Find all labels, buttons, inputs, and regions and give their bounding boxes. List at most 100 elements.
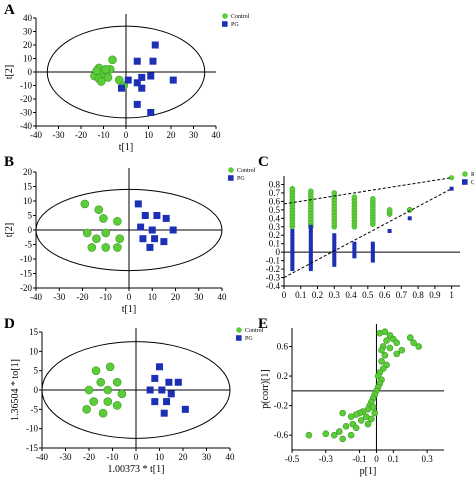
control-point: [99, 214, 108, 223]
q2-point: [290, 237, 295, 242]
pg-point: [147, 109, 155, 116]
q2-point: [290, 261, 295, 266]
y-tick-label: 10: [23, 54, 33, 64]
q2-point: [290, 267, 295, 272]
legend-label: Q2: [471, 180, 474, 186]
control-point: [347, 431, 355, 439]
control-point: [89, 397, 98, 406]
panel-e: E -0.5 -0.3 -0.1 0 0.1 0.3 -0.6 -0.2 0.2 0.6 p[1] p(…: [258, 316, 444, 477]
q2-point: [290, 234, 295, 239]
pg-point: [163, 398, 171, 406]
x-axis-label: 1.00373 * t[1]: [108, 464, 165, 475]
y-tick-label: 0: [28, 67, 33, 77]
legend-marker-control: [462, 171, 468, 177]
y-axis-label: 1.36504 * to[1]: [10, 359, 21, 421]
control-point: [352, 424, 360, 432]
q2-point: [370, 252, 375, 257]
control-point: [305, 431, 313, 439]
pg-point: [151, 235, 159, 243]
x-tick-label: 0: [124, 130, 129, 140]
control-point: [82, 405, 91, 414]
x-tick-label: 0.8: [412, 290, 424, 300]
x-tick-label: 0.5: [362, 290, 374, 300]
x-tick-label: 0.7: [396, 290, 408, 300]
control-point: [339, 435, 346, 443]
control-point: [87, 243, 97, 252]
q2-original-point: [449, 186, 454, 191]
x-tick-label: 30: [189, 130, 199, 140]
q2-point: [407, 216, 412, 221]
control-point: [101, 65, 111, 74]
control-point: [103, 385, 113, 395]
q2-point: [352, 244, 357, 249]
pg-point: [118, 84, 125, 92]
y-tick-label: -0.2: [274, 401, 288, 411]
r2-point: [331, 190, 338, 196]
x-tick-label: -0.3: [319, 454, 334, 464]
y-axis-label: p(corr)[1]: [260, 369, 271, 408]
y-tick-label: 20: [23, 167, 33, 177]
x-tick-label: 0.1: [295, 290, 306, 300]
pg-point: [139, 235, 147, 243]
control-point: [103, 397, 113, 406]
q2-point: [370, 255, 375, 260]
control-point: [406, 334, 414, 341]
pg-point: [146, 243, 154, 251]
pg-point: [138, 84, 146, 92]
control-point: [393, 339, 401, 347]
y-tick-label: 0.1: [269, 239, 280, 249]
pg-point: [167, 390, 175, 398]
r2-point: [370, 196, 376, 202]
y-tick-label: 0.6: [277, 341, 289, 351]
q2-point: [308, 258, 313, 263]
q2-point: [308, 236, 313, 241]
panel-c: C0 0.1 0.2 0.3 0.4 0.5 0.6 0.7 0.8 0.9 1-0.4-0.3-0…: [258, 154, 474, 300]
pg-point: [169, 76, 177, 84]
regression-line: [283, 188, 452, 278]
pg-point: [148, 226, 156, 234]
y-tick-label: -0.1: [266, 256, 280, 266]
q2-point: [332, 239, 337, 244]
x-tick-label: 0.3: [329, 290, 341, 300]
y-tick-label: -40: [20, 121, 32, 131]
x-tick-label: -30: [60, 452, 72, 462]
y-tick-label: -15: [26, 443, 38, 453]
control-point: [98, 408, 108, 418]
x-tick-label: 30: [202, 452, 212, 462]
control-point: [101, 243, 111, 252]
control-point: [378, 357, 385, 365]
pg-point: [158, 386, 166, 394]
legend-marker-pg: [228, 175, 234, 181]
y-tick-label: 5: [28, 211, 33, 221]
q2-point: [290, 229, 295, 233]
x-tick-label: 0.4: [345, 290, 357, 300]
q2-point: [332, 233, 337, 238]
x-tick-label: 0.6: [379, 290, 391, 300]
y-tick-label: 0.8: [269, 179, 281, 189]
y-tick-label: 0.3: [269, 222, 281, 232]
y-tick-label: 0.6: [269, 196, 281, 206]
q2-point: [352, 241, 357, 246]
control-point: [368, 415, 375, 423]
x-tick-label: 40: [218, 292, 228, 302]
q2-point: [308, 245, 313, 250]
control-point: [96, 377, 106, 387]
legend-marker-pg: [462, 179, 468, 185]
control-point: [96, 77, 106, 86]
q2-point: [332, 242, 337, 247]
x-tick-label: 0.1: [388, 454, 399, 464]
y-axis-label: t[2]: [4, 223, 15, 237]
control-point: [92, 66, 102, 75]
y-tick-label: -10: [26, 424, 38, 434]
control-point: [108, 55, 117, 65]
q2-point: [332, 262, 337, 267]
legend-label: Control: [245, 328, 264, 334]
y-tick-label: 0.4: [269, 213, 281, 223]
x-tick-label: -20: [75, 130, 87, 140]
y-axis-label: t[2]: [4, 65, 15, 79]
control-point: [105, 362, 115, 372]
x-tick-label: 20: [179, 452, 189, 462]
pg-point: [169, 226, 177, 234]
q2-point: [332, 259, 337, 264]
q2-point: [290, 255, 295, 260]
